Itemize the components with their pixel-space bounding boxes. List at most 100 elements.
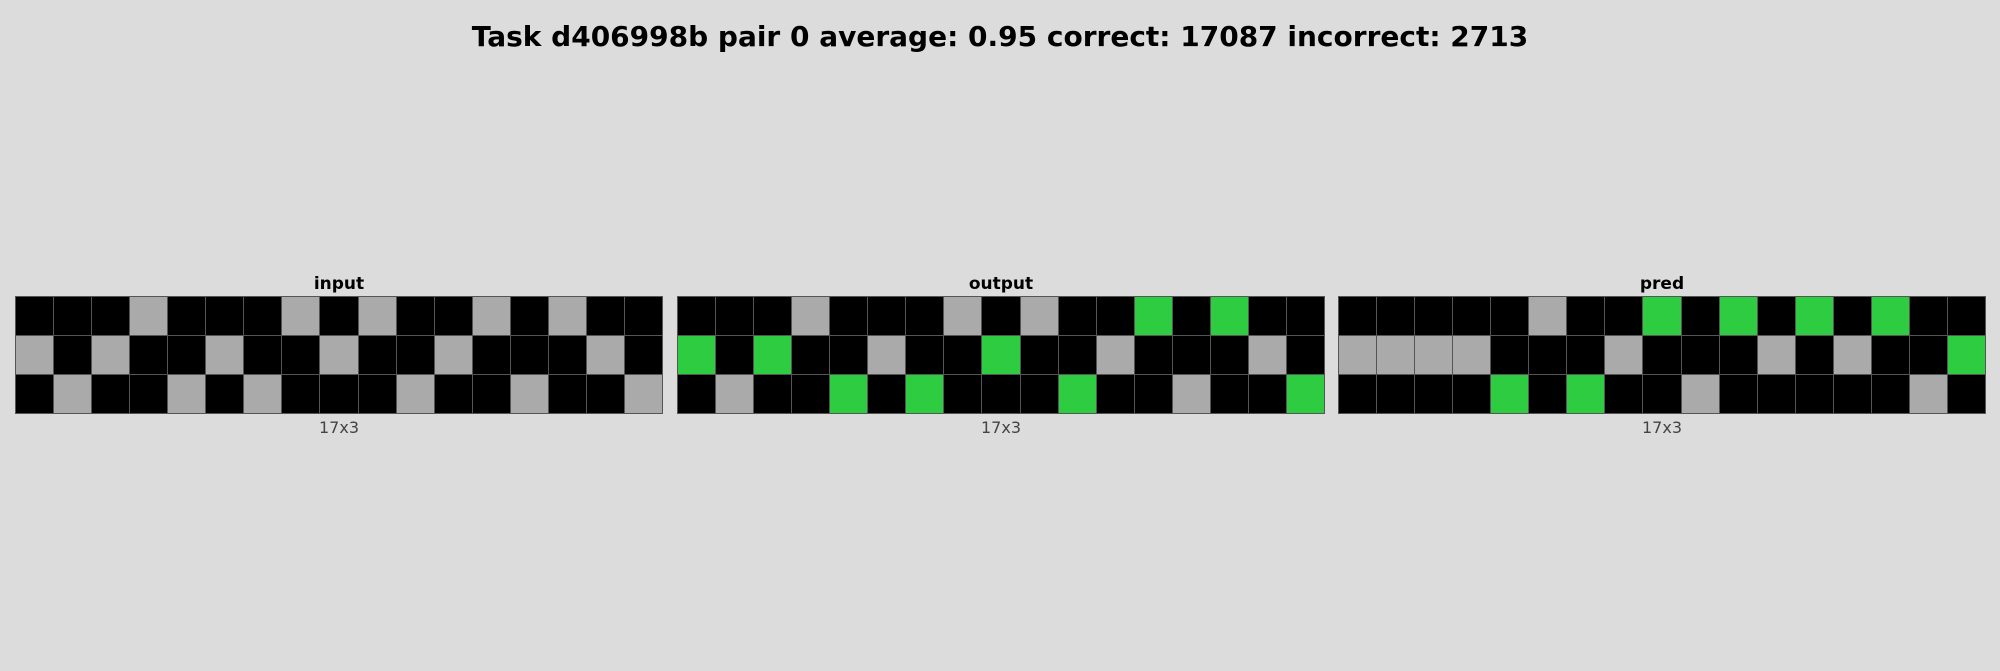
grid-cell <box>1058 297 1096 335</box>
grid-cell <box>1947 336 1985 374</box>
grid-cell <box>1643 375 1681 413</box>
grid-cell <box>1210 336 1248 374</box>
grid-cell <box>1529 297 1567 335</box>
grid-cell <box>944 375 982 413</box>
grid-cell <box>716 336 754 374</box>
grid-cell <box>472 375 510 413</box>
grid-cell <box>1605 336 1643 374</box>
grid-cell <box>206 336 244 374</box>
grid-cell <box>282 297 320 335</box>
grid-cell <box>510 336 548 374</box>
grid-cell <box>510 297 548 335</box>
grid-cell <box>1415 336 1453 374</box>
grid-cell <box>1529 375 1567 413</box>
grid-cell <box>1643 336 1681 374</box>
grid-cell <box>1681 336 1719 374</box>
grid-cell <box>1415 375 1453 413</box>
grid-cell <box>1681 375 1719 413</box>
grid-cell <box>754 297 792 335</box>
grid-cell <box>1020 297 1058 335</box>
grid-cell <box>130 375 168 413</box>
grid-cell <box>472 297 510 335</box>
grid-size-label: 17x3 <box>318 418 359 437</box>
grid-cell <box>1377 297 1415 335</box>
grid-cell <box>320 336 358 374</box>
grid-cell <box>54 375 92 413</box>
grid-cell <box>130 336 168 374</box>
grid-cell <box>206 375 244 413</box>
grid-cell <box>434 375 472 413</box>
grid-cell <box>1833 297 1871 335</box>
grid-cell <box>54 336 92 374</box>
grid-cell <box>244 336 282 374</box>
grid-cell <box>1096 336 1134 374</box>
grid-cell <box>130 297 168 335</box>
grid-cell <box>982 297 1020 335</box>
grid-cell <box>1757 336 1795 374</box>
grid-cell <box>510 375 548 413</box>
grid-cell <box>168 336 206 374</box>
grid-cell <box>1453 297 1491 335</box>
grid-cell <box>1058 375 1096 413</box>
grid-cell <box>206 297 244 335</box>
grid-cell <box>830 297 868 335</box>
grid-size-label: 17x3 <box>980 418 1021 437</box>
grid-cell <box>1871 336 1909 374</box>
grid-cell <box>624 336 662 374</box>
grid-cell <box>1020 375 1058 413</box>
grid-cell <box>906 297 944 335</box>
grid-cell <box>868 336 906 374</box>
page-title: Task d406998b pair 0 average: 0.95 corre… <box>471 20 1529 53</box>
grid-cell <box>1567 375 1605 413</box>
grid-cell <box>1377 375 1415 413</box>
pred-panel: pred 17x3 <box>1338 272 1986 437</box>
grid-cell <box>434 297 472 335</box>
grid-cell <box>1795 336 1833 374</box>
panel-label: pred <box>1639 274 1685 294</box>
grid-cell <box>1248 297 1286 335</box>
grid-cell <box>1377 336 1415 374</box>
grid-cell <box>1643 297 1681 335</box>
grid-cell <box>1134 336 1172 374</box>
grid-cell <box>1415 297 1453 335</box>
grid-cell <box>320 375 358 413</box>
grid-cell <box>1605 375 1643 413</box>
grid-cell <box>472 336 510 374</box>
grid-cell <box>1491 336 1529 374</box>
grid-cell <box>678 297 716 335</box>
grid-cell <box>1248 336 1286 374</box>
grid-cell <box>1605 297 1643 335</box>
grid-cell <box>1210 297 1248 335</box>
grid-cell <box>830 375 868 413</box>
grid-cell <box>1210 375 1248 413</box>
grid-cell <box>586 336 624 374</box>
grid-cell <box>1096 297 1134 335</box>
grid-cell <box>1058 336 1096 374</box>
grid-cell <box>396 297 434 335</box>
grid-cell <box>92 336 130 374</box>
grid-cell <box>754 336 792 374</box>
grid-cell <box>320 297 358 335</box>
grid-cell <box>1757 297 1795 335</box>
grid-cell <box>1172 375 1210 413</box>
grid-cell <box>944 336 982 374</box>
grid-cell <box>548 375 586 413</box>
grid-cell <box>244 375 282 413</box>
pred-grid <box>1338 296 1986 414</box>
output-grid <box>677 296 1325 414</box>
grid-cell <box>548 297 586 335</box>
input-panel: input 17x3 <box>15 272 663 437</box>
grid-cell <box>944 297 982 335</box>
grid-cell <box>1871 375 1909 413</box>
grid-cell <box>1339 375 1377 413</box>
grid-cell <box>1909 375 1947 413</box>
grid-cell <box>168 375 206 413</box>
grid-cell <box>716 375 754 413</box>
grid-cell <box>1567 297 1605 335</box>
grid-cell <box>906 336 944 374</box>
grid-cell <box>1795 375 1833 413</box>
grid-cell <box>1757 375 1795 413</box>
grid-cell <box>792 297 830 335</box>
grid-cell <box>624 297 662 335</box>
grid-cell <box>396 375 434 413</box>
